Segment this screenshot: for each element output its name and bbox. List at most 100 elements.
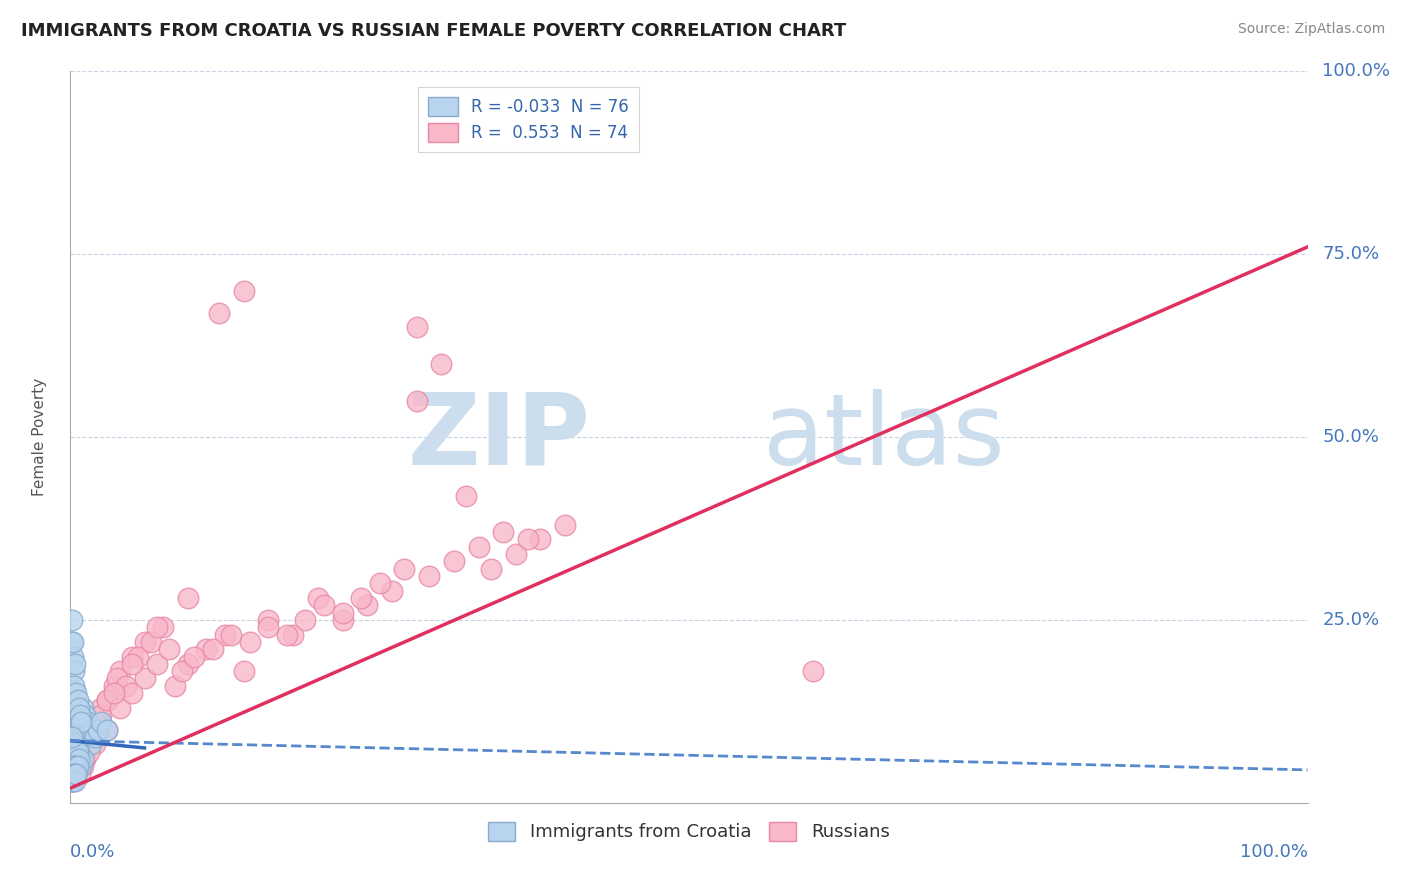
Point [554,517,576,532]
Point [62,759,84,773]
Point [65,657,87,671]
Point [66,723,89,737]
Point [63,759,86,773]
Point [73,723,96,737]
Point [60,730,83,744]
Point [517,533,540,547]
Point [394,562,416,576]
Point [70,715,93,730]
Point [239,635,262,649]
Point [84,730,107,744]
Point [418,569,440,583]
Point [66,759,89,773]
Point [430,357,453,371]
Point [65,766,87,780]
Point [77,730,100,744]
Point [84,715,107,730]
Point [86,723,108,737]
Point [139,635,162,649]
Point [405,320,427,334]
Point [183,649,205,664]
Point [63,766,86,780]
Text: 100.0%: 100.0% [1240,843,1308,861]
Point [96,693,118,707]
Point [96,723,118,737]
Point [62,773,84,788]
Point [60,766,83,780]
Point [82,730,104,744]
Point [60,766,83,780]
Point [80,737,103,751]
Point [62,649,84,664]
Point [67,700,90,714]
Point [65,686,87,700]
Point [146,620,169,634]
Point [65,759,87,773]
Point [257,620,280,634]
Text: Female Poverty: Female Poverty [32,378,46,496]
Point [69,752,91,766]
Point [479,562,502,576]
Point [66,752,89,766]
Text: IMMIGRANTS FROM CROATIA VS RUSSIAN FEMALE POVERTY CORRELATION CHART: IMMIGRANTS FROM CROATIA VS RUSSIAN FEMAL… [21,22,846,40]
Point [103,679,125,693]
Point [232,664,254,678]
Point [121,657,143,671]
Point [115,679,138,693]
Point [127,649,149,664]
Point [177,591,200,605]
Legend: Immigrants from Croatia, Russians: Immigrants from Croatia, Russians [481,814,897,848]
Point [108,700,131,714]
Point [505,547,527,561]
Point [65,773,87,788]
Point [66,693,89,707]
Point [72,700,94,714]
Point [65,745,87,759]
Point [65,759,87,773]
Point [86,723,108,737]
Point [65,759,87,773]
Point [165,679,187,693]
Point [69,715,91,730]
Point [62,635,84,649]
Point [350,591,373,605]
Point [801,664,824,678]
Point [63,679,86,693]
Point [72,752,94,766]
Point [60,635,83,649]
Point [257,613,280,627]
Point [79,730,101,744]
Point [62,759,84,773]
Point [63,759,86,773]
Point [65,752,87,766]
Text: atlas: atlas [763,389,1005,485]
Point [177,657,200,671]
Point [65,759,87,773]
Point [63,766,86,780]
Point [529,533,551,547]
Point [76,715,98,730]
Point [77,745,100,759]
Point [381,583,404,598]
Point [67,737,90,751]
Point [356,599,378,613]
Point [276,627,298,641]
Point [75,752,97,766]
Point [105,672,128,686]
Point [65,766,87,780]
Point [65,766,87,780]
Text: 25.0%: 25.0% [1323,611,1379,629]
Point [69,708,91,723]
Point [232,284,254,298]
Point [456,489,478,503]
Point [67,745,90,759]
Point [134,672,156,686]
Point [66,745,89,759]
Point [214,627,236,641]
Point [65,766,87,780]
Point [170,664,193,678]
Point [65,730,87,744]
Point [312,599,335,613]
Point [60,613,83,627]
Point [96,723,118,737]
